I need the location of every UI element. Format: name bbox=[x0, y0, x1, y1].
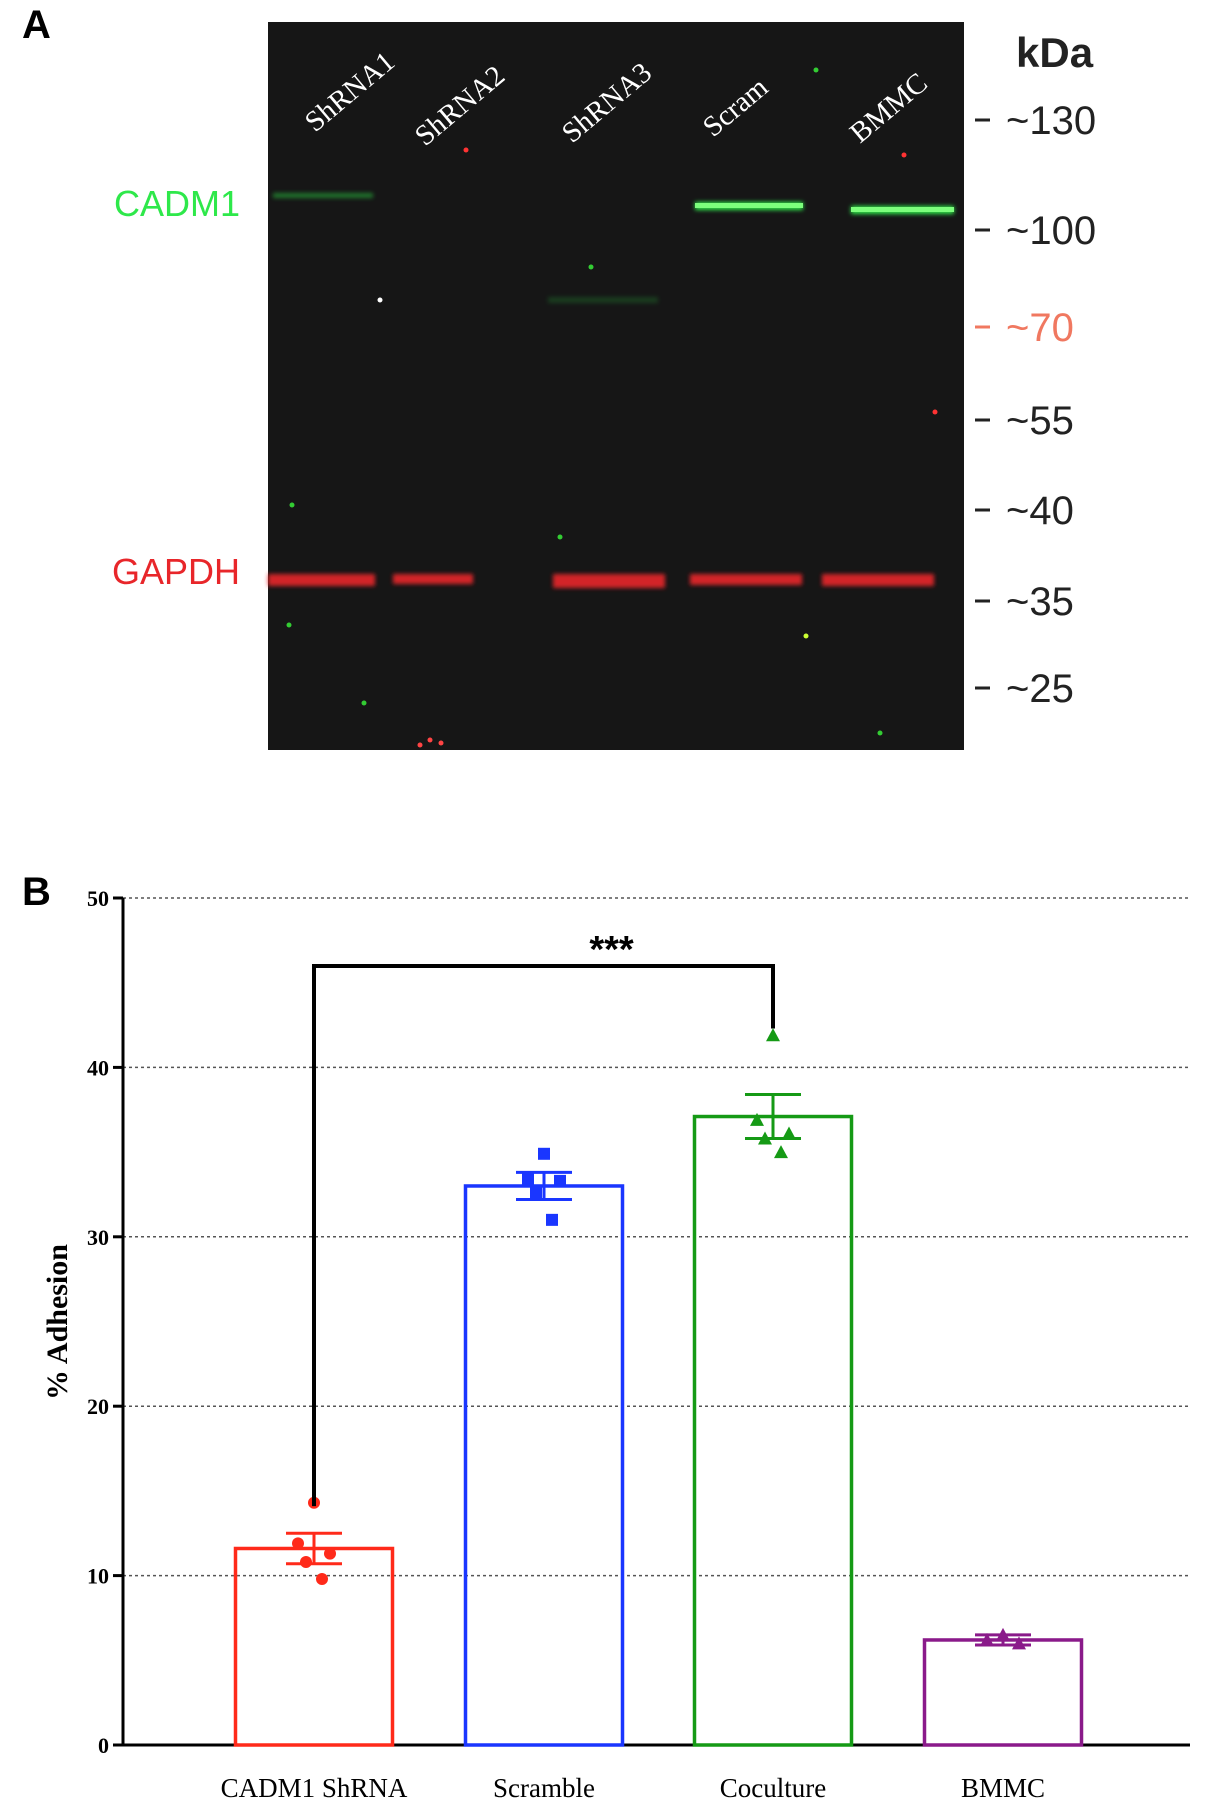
data-point bbox=[774, 1145, 788, 1159]
x-tick-label: Coculture bbox=[720, 1773, 826, 1803]
data-point bbox=[300, 1556, 312, 1569]
y-tick-label: 40 bbox=[87, 1055, 109, 1080]
blot-speckle bbox=[417, 742, 423, 748]
significance-line bbox=[312, 964, 775, 1507]
y-axis-label: % Adhesion bbox=[41, 1244, 74, 1400]
data-point bbox=[766, 1028, 780, 1042]
western-blot bbox=[268, 22, 964, 750]
significance-bracket: *** bbox=[312, 929, 775, 1507]
blot-speckle bbox=[438, 740, 444, 746]
marker-label: ~25 bbox=[1006, 667, 1074, 711]
x-tick-label: CADM1 ShRNA bbox=[221, 1773, 408, 1803]
blot-speckle bbox=[557, 534, 563, 540]
gapdh-band bbox=[822, 574, 934, 586]
cadm1-band bbox=[851, 207, 954, 212]
x-tick-label: Scramble bbox=[493, 1773, 595, 1803]
band-label: GAPDH bbox=[112, 551, 240, 592]
cadm1-band bbox=[695, 203, 803, 208]
y-tick-label: 30 bbox=[87, 1225, 109, 1250]
data-point bbox=[538, 1147, 550, 1160]
bar bbox=[922, 1638, 1084, 1747]
data-point bbox=[782, 1126, 796, 1140]
blot-speckle bbox=[901, 152, 907, 158]
data-point bbox=[554, 1174, 566, 1187]
blot-speckle bbox=[427, 737, 433, 743]
bar bbox=[463, 1184, 625, 1747]
error-bar bbox=[286, 1531, 342, 1566]
panel-b-letter: B bbox=[22, 870, 51, 914]
blot-speckle bbox=[877, 730, 883, 736]
blot-speckle bbox=[289, 502, 295, 508]
data-point bbox=[316, 1572, 328, 1585]
data-point bbox=[530, 1186, 542, 1199]
marker-label: ~130 bbox=[1006, 99, 1096, 143]
significance-label: *** bbox=[589, 929, 634, 971]
y-tick-label: 20 bbox=[87, 1394, 109, 1419]
y-tick-label: 10 bbox=[87, 1564, 109, 1589]
data-point bbox=[324, 1547, 336, 1560]
bar bbox=[233, 1546, 395, 1747]
blot-speckle bbox=[588, 264, 594, 270]
blot-speckle bbox=[803, 633, 809, 639]
blot-speckle bbox=[361, 700, 367, 706]
data-point bbox=[546, 1213, 558, 1226]
error-bar bbox=[516, 1170, 572, 1202]
bar bbox=[692, 1114, 854, 1747]
blot-speckle bbox=[463, 147, 469, 153]
blot-background bbox=[268, 22, 964, 750]
data-point bbox=[522, 1173, 534, 1186]
marker-label: ~55 bbox=[1006, 399, 1074, 443]
blot-speckle bbox=[932, 409, 938, 415]
cadm1-band bbox=[273, 193, 373, 198]
kda-unit-label: kDa bbox=[1016, 29, 1094, 76]
gapdh-band bbox=[690, 574, 802, 585]
panel-a-letter: A bbox=[22, 3, 51, 47]
gapdh-band bbox=[393, 574, 473, 584]
marker-label: ~40 bbox=[1006, 489, 1074, 533]
marker-label: ~35 bbox=[1006, 580, 1074, 624]
blot-speckle bbox=[286, 622, 292, 628]
data-point bbox=[292, 1537, 304, 1550]
data-point bbox=[1012, 1636, 1026, 1650]
adhesion-bar-chart: 0 10 20 30 40 50 % Adhesion CADM1 ShRNA Scramble… bbox=[41, 886, 1190, 1803]
blot-speckle bbox=[377, 297, 383, 303]
data-point bbox=[996, 1627, 1010, 1641]
y-tick-label: 0 bbox=[98, 1733, 109, 1758]
marker-label: ~70 bbox=[1006, 306, 1074, 350]
blot-speckle bbox=[813, 67, 819, 73]
data-point bbox=[758, 1131, 772, 1145]
gapdh-band bbox=[553, 574, 665, 588]
marker-label: ~100 bbox=[1006, 209, 1096, 253]
band-label: CADM1 bbox=[114, 183, 240, 224]
cadm1-band bbox=[548, 297, 658, 303]
x-tick-label: BMMC bbox=[961, 1773, 1045, 1803]
y-tick-label: 50 bbox=[87, 886, 109, 911]
data-point bbox=[750, 1112, 764, 1126]
data-point bbox=[980, 1632, 994, 1646]
gapdh-band bbox=[268, 574, 375, 586]
